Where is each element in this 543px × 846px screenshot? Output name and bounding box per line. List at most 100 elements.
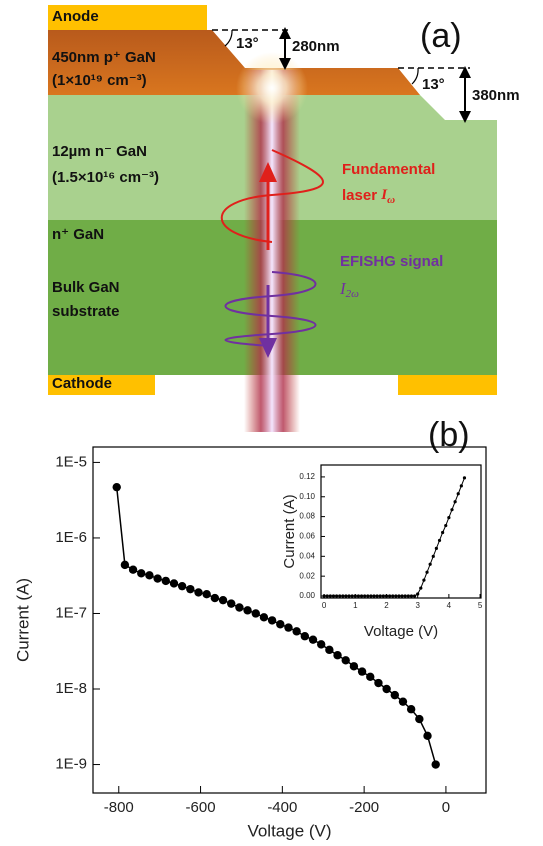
data-point: [349, 662, 359, 671]
data-point: [227, 599, 236, 608]
panel-label-b: (b): [428, 416, 470, 454]
data-point: [397, 594, 401, 598]
data-point: [357, 667, 367, 676]
x-tick-label: -200: [349, 799, 379, 816]
data-point: [375, 594, 379, 598]
data-point: [406, 594, 410, 598]
data-point: [350, 594, 354, 598]
fundamental-word: laser: [342, 187, 377, 204]
data-point: [177, 581, 187, 591]
plot-frame: [320, 464, 482, 599]
substrate-line1: Bulk GaN: [52, 279, 120, 296]
data-point: [459, 484, 463, 488]
x-tick-label: 2: [384, 601, 389, 610]
data-point: [366, 672, 375, 682]
substrate-line2: substrate: [52, 303, 120, 320]
data-point: [210, 593, 220, 603]
laser-beam: [244, 70, 300, 432]
data-point: [347, 594, 351, 598]
fundamental-line1: Fundamental: [342, 161, 435, 178]
y-tick-label: 1E-9: [55, 756, 87, 773]
laser-glow: [236, 52, 308, 124]
cathode-left: [48, 375, 155, 395]
data-point: [316, 640, 326, 649]
data-point: [437, 538, 442, 543]
y-tick-label: 0.12: [299, 472, 315, 481]
data-point: [391, 594, 395, 598]
data-point: [428, 562, 432, 566]
data-point: [137, 569, 146, 578]
x-tick-label: -600: [186, 799, 216, 816]
n-minus-name: 12µm n⁻ GaN: [52, 143, 147, 160]
x-axis-label: Voltage (V): [364, 623, 438, 640]
data-point: [331, 594, 336, 598]
efishg-symbol-line: I2ω: [339, 279, 359, 300]
data-point: [450, 508, 454, 512]
data-point: [378, 594, 382, 598]
data-point: [341, 656, 350, 665]
x-tick-label: 1: [353, 601, 358, 610]
data-point: [398, 697, 408, 706]
y-tick-label: 0.08: [299, 512, 315, 521]
fundamental-arrowhead: [259, 162, 277, 182]
data-point: [415, 714, 424, 724]
y-tick-label: 0.02: [299, 571, 315, 580]
y-tick-label: 1E-5: [55, 453, 87, 470]
data-point: [267, 616, 277, 625]
data-point: [259, 613, 269, 622]
data-point: [422, 578, 426, 582]
fundamental-symbol: I: [380, 187, 388, 203]
data-point: [145, 571, 154, 580]
cathode-right: [398, 375, 497, 395]
data-point: [453, 500, 457, 504]
y-tick-label: 0.06: [299, 532, 315, 541]
x-tick-label: 5: [478, 601, 483, 610]
data-point: [388, 594, 392, 598]
x-tick-label: -800: [104, 799, 134, 816]
data-point: [390, 690, 400, 700]
data-point: [235, 603, 244, 612]
x-tick-label: 0: [322, 601, 327, 610]
data-point: [359, 594, 364, 598]
efishg-line1: EFISHG signal: [340, 253, 443, 270]
data-point: [403, 594, 407, 598]
data-point: [112, 482, 121, 492]
n-minus-doping: (1.5×10¹⁶ cm⁻³): [52, 169, 159, 186]
y-tick-label: 0.04: [299, 551, 315, 560]
data-point: [394, 594, 398, 598]
data-point: [431, 554, 435, 558]
data-point: [161, 576, 170, 586]
data-point: [409, 594, 414, 598]
data-point: [425, 570, 429, 574]
x-axis-label: Voltage (V): [247, 821, 331, 840]
data-point: [276, 620, 285, 629]
data-point: [328, 594, 332, 598]
fundamental-wave: [220, 149, 324, 243]
data-point: [218, 595, 228, 605]
data-point: [447, 516, 451, 520]
data-point: [243, 606, 252, 615]
fundamental-subscript: ω: [387, 194, 395, 206]
data-point: [356, 594, 361, 598]
y-axis-label: Current (A): [13, 578, 32, 662]
y-tick-label: 0.00: [299, 591, 315, 600]
anode: [48, 5, 207, 30]
data-point: [372, 594, 376, 598]
data-point: [300, 632, 310, 641]
n-plus-label: n⁺ GaN: [52, 226, 104, 243]
x-tick-label: 0: [442, 799, 450, 816]
data-point: [338, 594, 342, 598]
data-point: [251, 609, 260, 618]
p-layer-name: 450nm p⁺ GaN: [52, 49, 156, 66]
angle-arc-2: [411, 67, 419, 85]
data-point: [412, 594, 417, 598]
step-2: 380nm: [472, 87, 520, 104]
data-point: [325, 594, 329, 598]
data-point: [284, 623, 293, 632]
data-point: [423, 731, 432, 741]
data-point: [382, 684, 391, 694]
data-point: [374, 678, 383, 688]
panel-label-a: (a): [420, 17, 462, 55]
